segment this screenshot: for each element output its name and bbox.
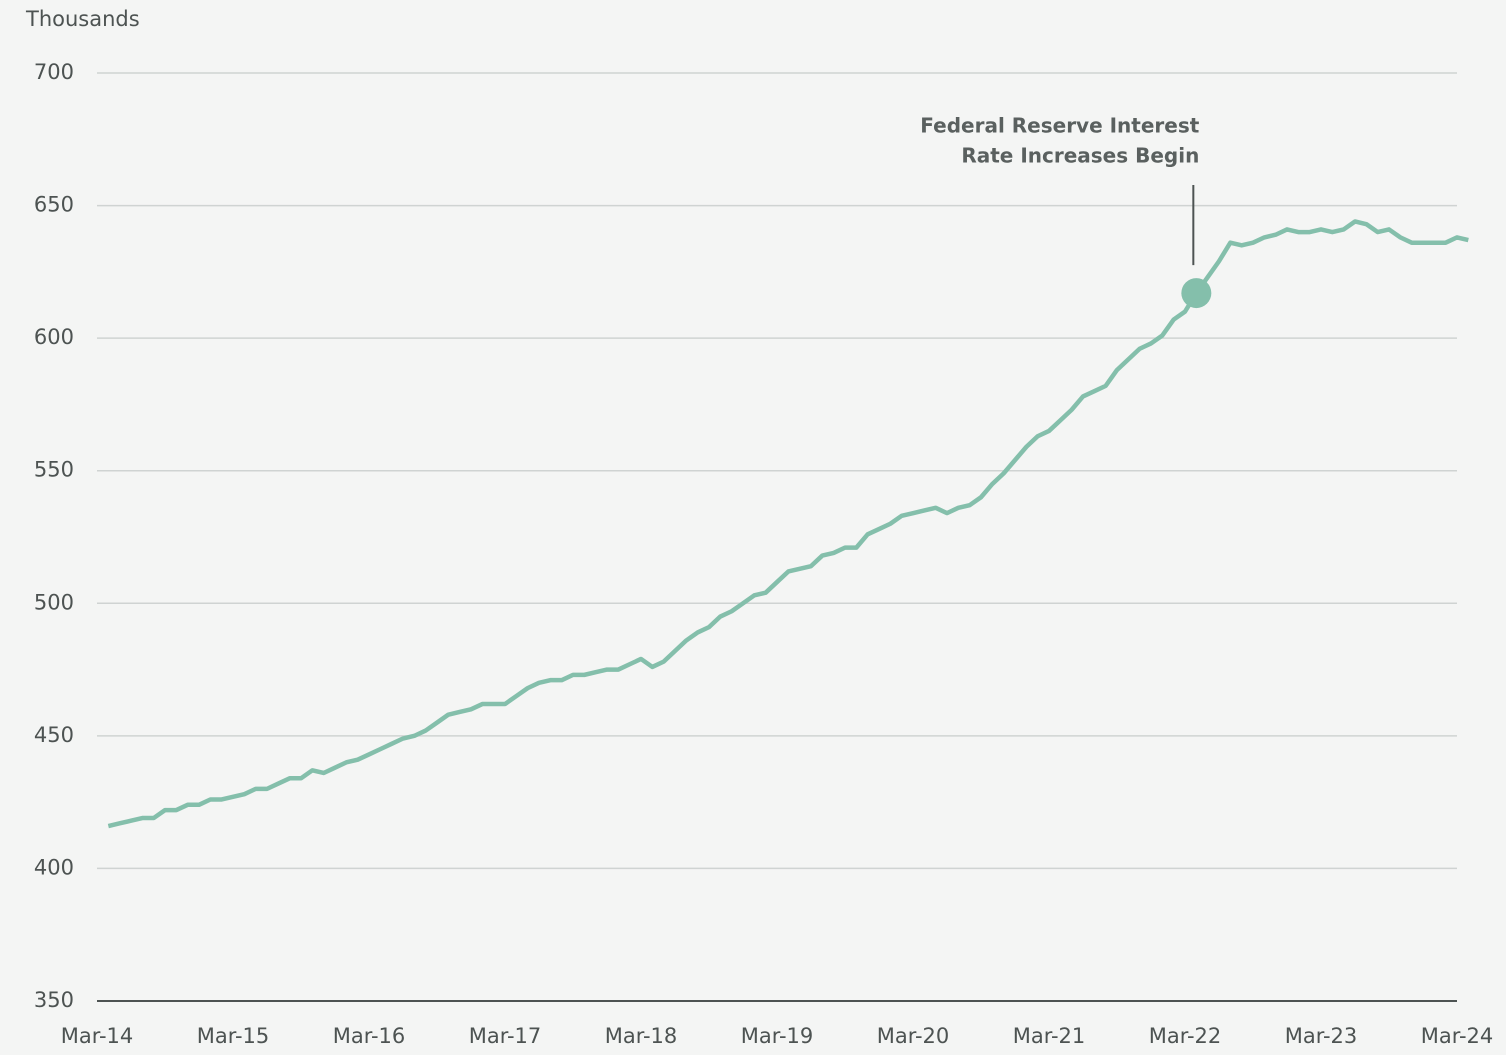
y-tick-label: 350 xyxy=(34,988,74,1012)
x-tick-label: Mar-17 xyxy=(469,1024,542,1048)
x-tick-label: Mar-20 xyxy=(877,1024,950,1048)
y-tick-label: 500 xyxy=(34,590,74,614)
x-tick-label: Mar-15 xyxy=(197,1024,270,1048)
x-tick-label: Mar-24 xyxy=(1421,1024,1494,1048)
y-tick-label: 400 xyxy=(34,855,74,879)
x-tick-label: Mar-23 xyxy=(1285,1024,1358,1048)
y-tick-label: 600 xyxy=(34,325,74,349)
x-tick-label: Mar-16 xyxy=(333,1024,406,1048)
x-tick-label: Mar-21 xyxy=(1013,1024,1086,1048)
annotation-text: Federal Reserve Interest xyxy=(920,114,1199,138)
x-tick-label: Mar-18 xyxy=(605,1024,678,1048)
annotation-point xyxy=(1181,278,1212,309)
y-tick-label: 650 xyxy=(34,193,74,217)
x-tick-label: Mar-19 xyxy=(741,1024,814,1048)
x-tick-label: Mar-14 xyxy=(61,1024,134,1048)
y-tick-label: 700 xyxy=(34,60,74,84)
x-tick-label: Mar-22 xyxy=(1149,1024,1222,1048)
annotation-text: Rate Increases Begin xyxy=(961,144,1199,168)
y-axis-label: Thousands xyxy=(25,7,140,31)
y-tick-label: 550 xyxy=(34,458,74,482)
line xyxy=(107,219,1469,829)
y-tick-label: 450 xyxy=(34,723,74,747)
